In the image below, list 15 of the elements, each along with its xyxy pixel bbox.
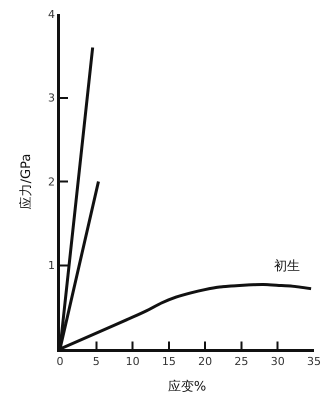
x-tick-label: 0 — [56, 354, 64, 368]
x-tick-label: 5 — [92, 354, 100, 368]
y-tick-label: 3 — [48, 92, 56, 105]
x-tick-label: 25 — [234, 354, 248, 368]
x-tick-label: 15 — [162, 354, 176, 368]
series-label: 初生 — [274, 259, 300, 274]
y-tick-label: 2 — [48, 175, 56, 188]
y-tick-label: 1 — [48, 259, 56, 272]
x-tick-label: 35 — [307, 354, 321, 368]
x-axis-title: 应变% — [168, 378, 206, 395]
x-tick-label: 10 — [126, 354, 140, 368]
x-tick-label: 20 — [198, 354, 212, 368]
x-tick-label: 30 — [270, 354, 285, 368]
y-axis-title: 应力/GPa — [18, 154, 34, 210]
y-tick-label: 4 — [48, 8, 56, 21]
